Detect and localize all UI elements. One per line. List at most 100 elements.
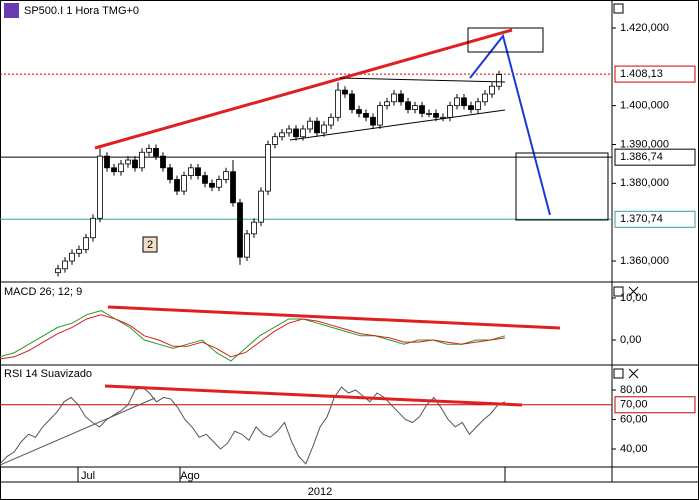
candle-body [272, 136, 278, 145]
series-line [0, 386, 506, 465]
candle-body [468, 105, 474, 110]
candle-body [111, 167, 117, 173]
candle-body [496, 74, 502, 87]
maximize-button[interactable] [613, 286, 624, 297]
candle-body [384, 101, 390, 107]
reference-label-box [614, 148, 696, 166]
y-tick-label: 1.390,000 [620, 138, 669, 150]
candle-body [160, 155, 166, 169]
candle-body [286, 128, 292, 134]
x-tick-label: Jul [81, 470, 95, 482]
close-button[interactable] [628, 368, 639, 379]
candle-body [258, 190, 264, 223]
candle-body [146, 147, 152, 153]
chart-title: MACD 26; 12; 9 [4, 286, 82, 298]
target-box [515, 152, 609, 221]
trend-line [339, 77, 506, 83]
trend-line [107, 305, 561, 330]
y-tick-label: 1.420,000 [620, 22, 669, 34]
candle-body [223, 171, 229, 180]
y-tick-label: 80,00 [620, 384, 648, 396]
trend-line [289, 109, 506, 141]
maximize-button[interactable] [613, 368, 624, 379]
candle-body [342, 89, 348, 95]
x-tick-label: Ago [180, 470, 200, 482]
candle-body [125, 159, 131, 165]
y-tick-label: 60,00 [620, 413, 648, 425]
candle-body [328, 116, 334, 126]
candle-body [244, 233, 250, 258]
drawings [0, 27, 609, 466]
y-tick-label: 0,00 [620, 334, 641, 346]
candle-body [335, 89, 341, 118]
candle-body [76, 248, 82, 254]
icon [4, 3, 19, 18]
candle-body [118, 163, 124, 173]
candle-body [461, 97, 467, 107]
annotation-box [142, 236, 158, 253]
reference-label-box [614, 65, 696, 83]
reference-label: 1.408,13 [620, 68, 663, 80]
candle-body [167, 167, 173, 180]
candle-body [419, 105, 425, 114]
candle-body [454, 97, 460, 107]
candle-body [209, 182, 215, 188]
y-tick-label: 1.360,000 [620, 255, 669, 267]
series-line [0, 314, 506, 360]
candle-body [433, 113, 439, 118]
y-tick-label: 10,00 [620, 292, 648, 304]
reference-label: 70,00 [620, 399, 648, 411]
candle-body [153, 147, 159, 157]
candle-body [251, 221, 257, 235]
y-tick-label: 1.380,000 [620, 177, 669, 189]
candle-body [230, 171, 236, 204]
y-tick-label: 40,00 [620, 443, 648, 455]
reference-label-box [614, 396, 696, 414]
candle-body [62, 260, 68, 270]
candle-body [265, 144, 271, 192]
trend-line [104, 384, 523, 407]
candle-body [489, 85, 495, 95]
candle-body [216, 179, 222, 188]
close-button[interactable] [628, 286, 639, 297]
chart-title: RSI 14 Suavizado [4, 368, 92, 380]
candle-body [69, 252, 75, 262]
candle-body [398, 93, 404, 103]
trend-line [94, 28, 513, 150]
chart-title: SP500.I 1 Hora TMG+0 [24, 5, 139, 17]
candle-body [139, 151, 145, 169]
candle-body [279, 132, 285, 138]
maximize-button[interactable] [613, 3, 624, 14]
candle-body [181, 175, 187, 192]
x-axis-year: 2012 [308, 486, 332, 498]
candle-body [97, 155, 103, 219]
candle-body [293, 128, 299, 138]
candle-body [391, 93, 397, 103]
candle-body [349, 93, 355, 110]
y-tick-label: 1.400,000 [620, 100, 669, 112]
candle-body [314, 120, 320, 134]
candle-body [237, 202, 243, 258]
reference-label-box [614, 210, 696, 228]
candle-body [202, 175, 208, 184]
candle-body [90, 217, 96, 239]
candle-body [132, 159, 138, 169]
candle-body [377, 105, 383, 126]
candle-body [363, 113, 369, 118]
reference-label: 1.370,74 [620, 213, 663, 225]
candle-body [447, 105, 453, 118]
target-box [467, 27, 544, 53]
candle-body [83, 237, 89, 250]
candle-body [370, 116, 376, 126]
candle-body [475, 101, 481, 110]
candle-body [104, 155, 110, 169]
candle-body [426, 113, 432, 115]
candle-body [174, 179, 180, 192]
candle-body [195, 167, 201, 176]
candle-body [321, 124, 327, 134]
candle-body [356, 109, 362, 114]
candle-body [188, 167, 194, 176]
